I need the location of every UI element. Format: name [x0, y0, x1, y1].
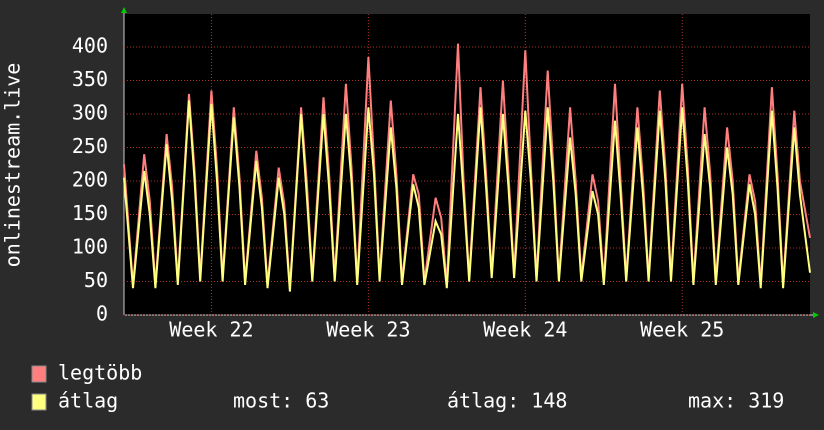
x-tick-label: Week 25: [640, 318, 724, 342]
y-tick-label: 150: [72, 201, 108, 225]
axis-arrow: [813, 312, 819, 318]
y-tick-label: 250: [72, 134, 108, 158]
y-tick-label: 350: [72, 67, 108, 91]
legend: legtöbb átlag most: 63 átlag: 148 max: 319: [31, 361, 784, 413]
y-tick-label: 100: [72, 235, 108, 259]
series-line: [123, 100, 811, 292]
x-tick-label: Week 24: [483, 318, 567, 342]
stat-label: max: 319: [688, 389, 784, 413]
y-tick-label: 400: [72, 34, 108, 58]
x-tick-label: Week 23: [326, 318, 410, 342]
legend-swatch: [31, 365, 47, 383]
stat-label: most: 63: [233, 389, 329, 413]
x-tick-label: Week 22: [169, 318, 253, 342]
axis-arrow: [121, 7, 127, 13]
grid: 0 50 100 150 200 250 300 350 400 Week 22 Week 23 We…: [72, 14, 810, 342]
legend-label: legtöbb: [58, 361, 142, 385]
legend-label: átlag: [58, 389, 118, 413]
lines: [123, 43, 811, 292]
stat-label: átlag: 148: [447, 389, 567, 413]
y-tick-label: 0: [96, 302, 108, 326]
y-axis-title: onlinestream.live: [1, 63, 25, 268]
y-tick-label: 300: [72, 101, 108, 125]
legend-swatch: [31, 393, 47, 411]
y-tick-label: 200: [72, 168, 108, 192]
y-tick-label: 50: [84, 268, 108, 292]
